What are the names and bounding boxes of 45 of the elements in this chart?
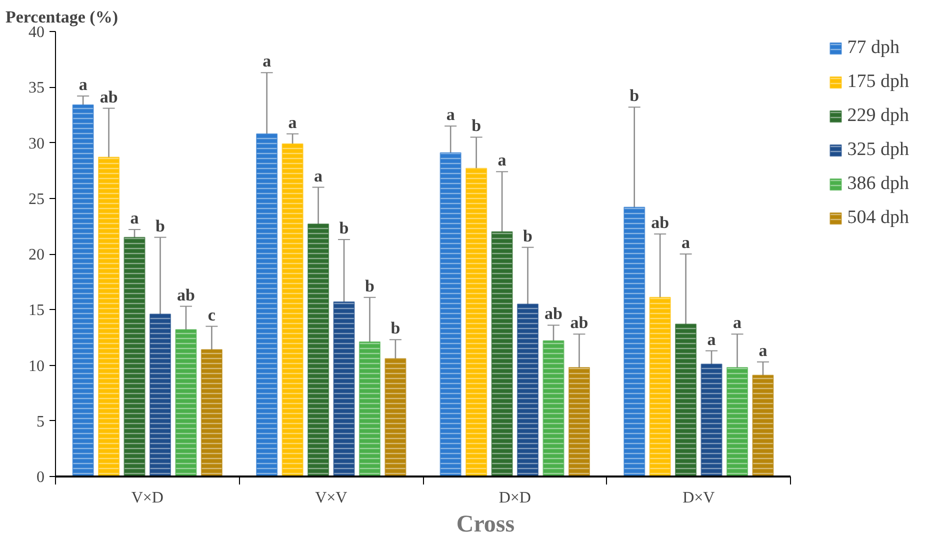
annotation: a	[130, 208, 140, 228]
annotation: a	[78, 75, 88, 94]
y-tick-label: 40	[28, 24, 44, 41]
annotation: a	[446, 105, 456, 124]
x-axis-title: Cross	[456, 512, 515, 538]
legend-label: 175 dph	[847, 71, 909, 93]
legend-label: 504 dph	[847, 207, 909, 229]
legend-label: 325 dph	[847, 139, 909, 161]
annotation: a	[288, 112, 298, 132]
annotation: a	[314, 166, 324, 186]
y-tick-label: 0	[36, 469, 44, 486]
annotation: ab	[651, 212, 670, 232]
y-axis-title: Percentage (%)	[6, 8, 118, 26]
annotation: b	[390, 318, 400, 338]
legend-label: 386 dph	[847, 173, 909, 195]
x-tick-label: D×D	[498, 490, 531, 506]
annotation: b	[472, 116, 482, 136]
annotation: a	[733, 313, 742, 332]
annotation: b	[156, 216, 165, 236]
x-tick-label: D×V	[682, 490, 716, 506]
x-tick-label: V×V	[315, 490, 348, 506]
annotation: ab	[100, 87, 118, 106]
y-tick-label: 15	[28, 302, 44, 320]
x-tick-label: V×D	[131, 490, 164, 506]
y-tick-label: 20	[28, 246, 44, 264]
y-tick-label: 35	[28, 80, 44, 97]
annotation: ab	[570, 313, 588, 332]
annotation: ab	[544, 304, 562, 324]
annotation: a	[262, 52, 272, 71]
annotation: b	[523, 226, 533, 246]
annotation: b	[365, 276, 374, 296]
legend-label: 77 dph	[847, 37, 900, 59]
annotation: b	[630, 86, 640, 106]
y-tick-label: 30	[28, 135, 44, 152]
annotation: b	[339, 218, 349, 238]
y-tick-label: 25	[28, 190, 44, 208]
annotation: a	[498, 150, 507, 170]
annotation: c	[208, 305, 216, 324]
annotation: a	[758, 340, 768, 360]
annotation: a	[682, 233, 691, 252]
y-tick-label: 10	[28, 358, 44, 375]
annotation: ab	[176, 285, 195, 304]
y-tick-label: 5	[36, 413, 44, 430]
annotation: a	[707, 330, 716, 349]
legend-label: 229 dph	[847, 105, 909, 127]
